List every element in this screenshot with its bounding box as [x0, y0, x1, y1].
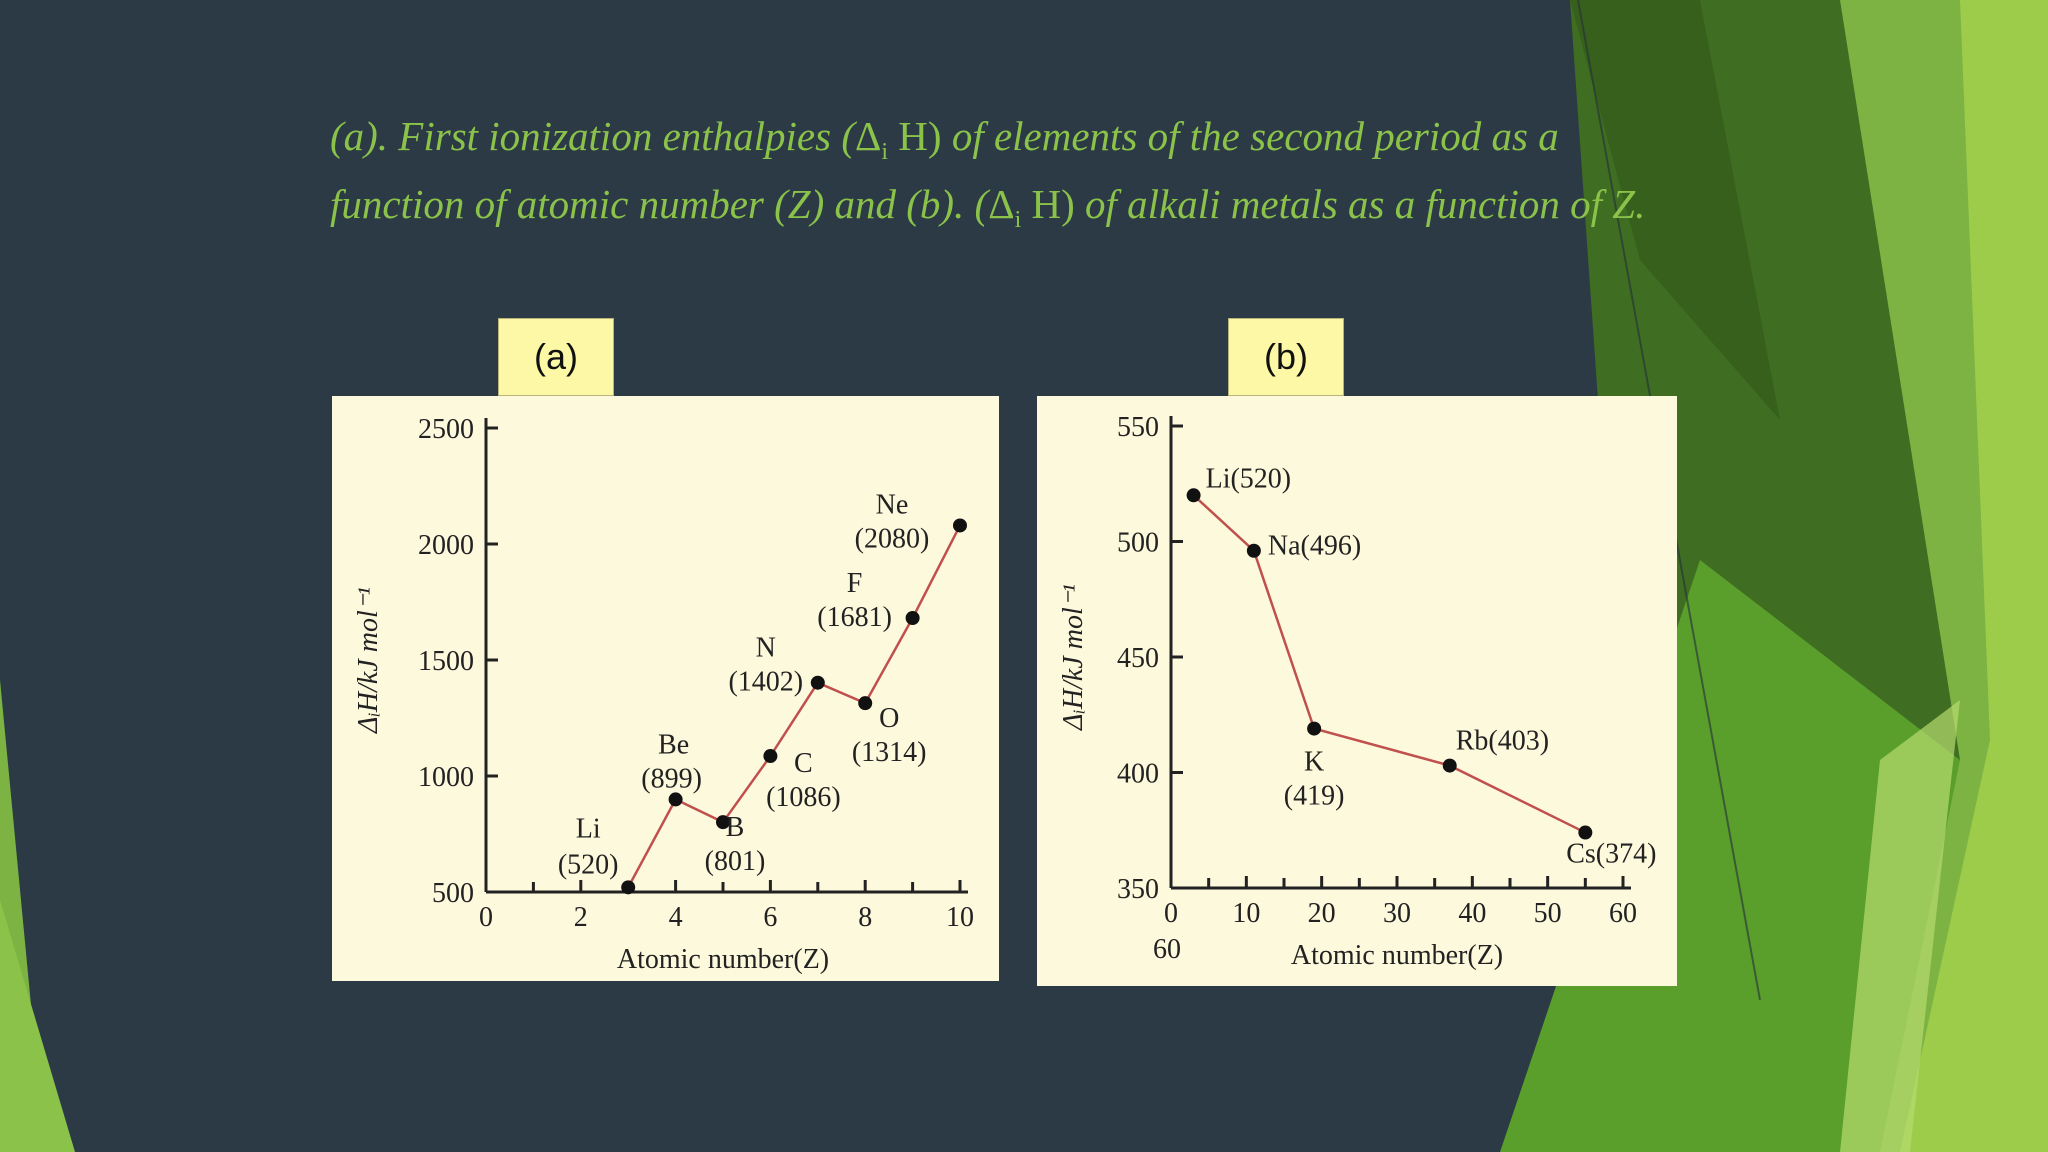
chart-a-point-ne [953, 518, 967, 533]
chart-a-x-tick-label: 2 [574, 902, 588, 933]
chart-a-point-name-o: O [879, 703, 899, 734]
chart-a-x-tick-label: 4 [669, 902, 683, 933]
chart-b-x-tick-label: 0 [1164, 898, 1178, 929]
chart-a-svg: 500 1000 1500 2000 2500 0 2 4 6 8 10 Atomic number(… [353, 414, 974, 975]
chart-b-y-tick-label: 400 [1117, 759, 1159, 790]
chart-a-y-axis-label: ΔᵢH/kJ mol⁻¹ [353, 587, 384, 734]
title-delta: Δ [855, 113, 882, 159]
chart-a-point-value-f: (1681) [817, 602, 892, 633]
chart-a-point-n [810, 675, 825, 690]
title-part2: of elements of the second period as a [941, 113, 1559, 159]
chart-b-point-value-k: (419) [1284, 781, 1345, 812]
chart-panel-a: 500 1000 1500 2000 2500 0 2 4 6 8 10 Atomic number(… [332, 396, 999, 981]
chart-b-y-tick-label: 550 [1117, 412, 1159, 443]
chart-b-point-label-cs: Cs(374) [1566, 839, 1656, 870]
chart-b-x-tick-label: 60 [1609, 898, 1637, 929]
chart-b-point-label-na: Na(496) [1268, 531, 1361, 562]
chart-b-point-k [1307, 721, 1322, 736]
chart-b-x-tick-label: 30 [1383, 898, 1411, 929]
chart-b-svg: 350 400 450 500 550 0 10 20 30 40 50 60 Atomic numbe… [1058, 412, 1656, 971]
chart-a-point-name-be: Be [658, 729, 689, 760]
panel-label-b: (b) [1228, 318, 1344, 396]
slide-title: (a). First ionization enthalpies (Δi H) … [330, 110, 1780, 246]
chart-a-x-tick-label: 6 [763, 902, 777, 933]
chart-a-point-c [763, 749, 778, 764]
chart-a-point-name-c: C [794, 748, 813, 779]
chart-a-y-tick-label: 2500 [418, 414, 474, 445]
title-line2a: function of atomic number (Z) and (b). ( [330, 181, 989, 228]
chart-a-point-name-b: B [726, 812, 745, 843]
chart-b-x-axis-label: Atomic number(Z) [1291, 940, 1503, 971]
chart-b-point-na [1246, 543, 1261, 558]
chart-a-point-value-ne: (2080) [855, 523, 930, 554]
chart-b-y-axis-label: ΔᵢH/kJ mol⁻¹ [1058, 584, 1089, 731]
chart-a-series-line [627, 524, 962, 888]
chart-b-point-label-li: Li(520) [1206, 463, 1292, 494]
chart-panel-b: 350 400 450 500 550 0 10 20 30 40 50 60 Atomic numbe… [1037, 396, 1677, 986]
panel-label-a: (a) [498, 318, 614, 396]
chart-a-point-name-ne: Ne [876, 489, 909, 520]
chart-a-point-o [858, 696, 873, 711]
chart-a-point-name-n: N [756, 633, 776, 664]
chart-b-point-label-rb: Rb(403) [1456, 726, 1549, 757]
chart-a-point-name-li: Li [576, 813, 601, 844]
title-part1: (a). First ionization enthalpies ( [330, 113, 855, 159]
chart-b-x-tick-label: 40 [1458, 898, 1486, 929]
chart-a-point-value-b: (801) [705, 846, 766, 877]
chart-b-point-cs [1578, 825, 1593, 840]
chart-a-x-tick-label: 0 [479, 902, 493, 933]
chart-b-x-tick-label: 10 [1232, 898, 1260, 929]
chart-a-point-name-f: F [847, 568, 863, 599]
title-h-2: H) [1021, 181, 1075, 228]
chart-a-point-b [716, 815, 730, 830]
chart-b-y-tick-label: 500 [1117, 528, 1159, 559]
chart-a-point-value-be: (899) [641, 763, 702, 794]
chart-a-y-tick-label: 500 [432, 878, 474, 909]
chart-b-x-tick-label: 20 [1308, 898, 1336, 929]
chart-a-point-value-li: (520) [558, 849, 619, 880]
chart-b-extra-label: 60 [1153, 934, 1181, 965]
chart-a-y-tick-label: 1500 [418, 646, 474, 677]
title-h: H) [888, 113, 942, 159]
chart-a-x-axis-label: Atomic number(Z) [617, 944, 829, 975]
chart-b-x-tick-label: 50 [1534, 898, 1562, 929]
chart-a-point-f [905, 611, 920, 626]
title-line2b: of alkali metals as a function of Z. [1074, 181, 1646, 228]
chart-a-point-be [668, 792, 683, 807]
chart-b-point-name-k: K [1304, 747, 1324, 778]
chart-b-y-tick-label: 350 [1117, 874, 1159, 905]
title-delta-2: Δ [988, 181, 1015, 228]
chart-b-y-tick-label: 450 [1117, 643, 1159, 674]
chart-a-y-tick-label: 2000 [418, 530, 474, 561]
chart-a-point-value-c: (1086) [766, 782, 841, 813]
title-sub-2: i [1014, 207, 1022, 234]
chart-b-point-rb [1442, 758, 1457, 773]
title-sub: i [881, 139, 889, 166]
chart-b-point-li [1186, 488, 1201, 503]
chart-a-x-tick-label: 8 [858, 902, 872, 933]
chart-a-x-tick-label: 10 [946, 902, 974, 933]
chart-a-y-tick-label: 1000 [418, 762, 474, 793]
chart-a-point-li [621, 880, 636, 895]
chart-a-point-value-o: (1314) [852, 737, 927, 768]
chart-a-point-value-n: (1402) [728, 667, 803, 698]
